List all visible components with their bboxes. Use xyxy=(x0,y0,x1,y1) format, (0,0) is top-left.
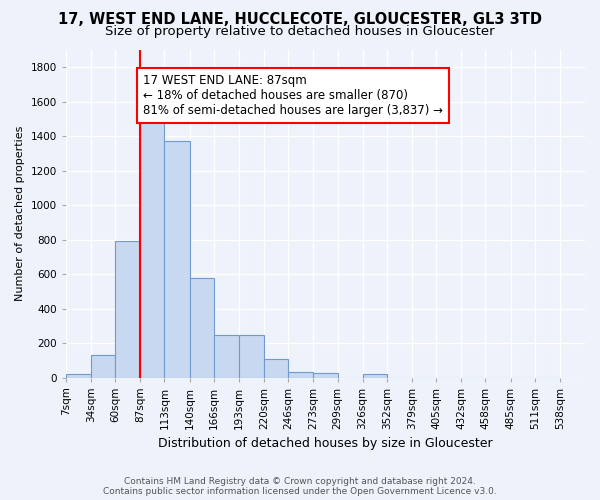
Bar xyxy=(362,374,387,378)
Bar xyxy=(140,122,164,378)
Bar xyxy=(115,242,140,378)
Y-axis label: Number of detached properties: Number of detached properties xyxy=(15,126,25,302)
Text: 17, WEST END LANE, HUCCLECOTE, GLOUCESTER, GL3 3TD: 17, WEST END LANE, HUCCLECOTE, GLOUCESTE… xyxy=(58,12,542,28)
Bar xyxy=(91,355,115,378)
Bar xyxy=(66,374,91,378)
Bar xyxy=(288,372,313,378)
Bar xyxy=(214,336,239,378)
Bar xyxy=(164,142,190,378)
Bar xyxy=(313,373,338,378)
Text: 17 WEST END LANE: 87sqm
← 18% of detached houses are smaller (870)
81% of semi-d: 17 WEST END LANE: 87sqm ← 18% of detache… xyxy=(143,74,443,117)
Text: Contains HM Land Registry data © Crown copyright and database right 2024.
Contai: Contains HM Land Registry data © Crown c… xyxy=(103,476,497,496)
Bar xyxy=(264,358,288,378)
X-axis label: Distribution of detached houses by size in Gloucester: Distribution of detached houses by size … xyxy=(158,437,493,450)
Text: Size of property relative to detached houses in Gloucester: Size of property relative to detached ho… xyxy=(105,25,495,38)
Bar xyxy=(190,278,214,378)
Bar xyxy=(239,336,264,378)
